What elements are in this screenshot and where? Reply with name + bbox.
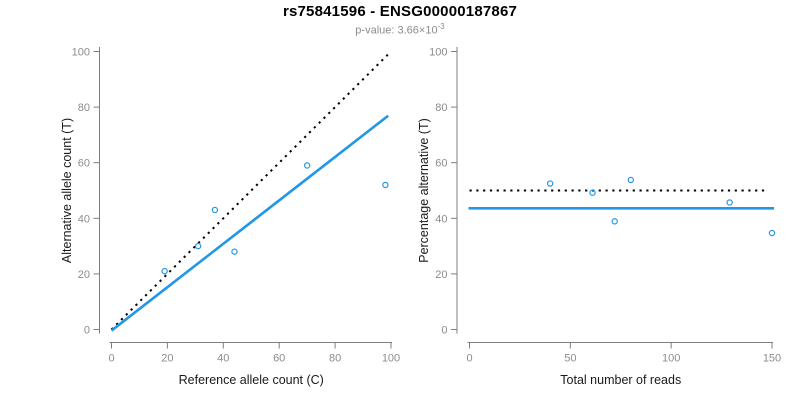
x-tick-label: 80 [329, 353, 341, 365]
y-tick-label: 20 [78, 269, 90, 281]
x-tick-label: 0 [108, 353, 114, 365]
data-point [546, 180, 554, 187]
y-tick-label: 40 [435, 213, 447, 225]
x-tick-label: 100 [382, 353, 400, 365]
x-tick-label: 0 [466, 353, 472, 365]
y-tick-label: 60 [78, 158, 90, 170]
data-point [161, 267, 168, 275]
data-point [382, 181, 389, 189]
data-point [211, 206, 219, 214]
x-tick-label: 40 [217, 353, 229, 365]
identity-line [110, 50, 392, 331]
pvalue-exponent: -3 [437, 22, 445, 31]
data-point [303, 162, 311, 169]
data-point [611, 218, 618, 225]
percentage-panel-x-axis-title: Total number of reads [560, 373, 681, 387]
y-tick-label: 40 [78, 213, 90, 225]
data-point [589, 189, 596, 196]
pvalue-text: p-value: 3.66×10 [355, 24, 438, 37]
y-tick-label: 80 [435, 102, 447, 114]
y-tick-label: 100 [429, 47, 447, 59]
regression-line [110, 114, 390, 332]
allele-counts-panel-y-axis-title: Alternative allele count (T) [60, 118, 74, 263]
x-tick-label: 50 [564, 353, 576, 365]
y-tick-label: 0 [84, 325, 90, 337]
x-tick-label: 100 [662, 353, 680, 365]
y-tick-label: 0 [441, 325, 447, 337]
x-tick-label: 150 [763, 353, 781, 365]
plot-subtitle: p-value: 3.66×10-3 [0, 22, 800, 37]
y-tick-label: 100 [72, 47, 90, 59]
y-tick-label: 60 [435, 158, 447, 170]
percentage-panel-y-axis-title: Percentage alternative (T) [417, 118, 431, 263]
y-tick-label: 80 [78, 102, 90, 114]
plot-title: rs75841596 - ENSG00000187867 [282, 3, 518, 20]
data-point [627, 176, 635, 184]
data-point [726, 199, 733, 206]
data-point [768, 229, 776, 237]
x-tick-label: 20 [161, 353, 173, 365]
y-tick-label: 20 [435, 269, 447, 281]
data-point [231, 248, 238, 255]
data-point [194, 242, 202, 250]
allele-counts-panel-x-axis-title: Reference allele count (C) [179, 373, 324, 387]
x-tick-label: 60 [273, 353, 285, 365]
